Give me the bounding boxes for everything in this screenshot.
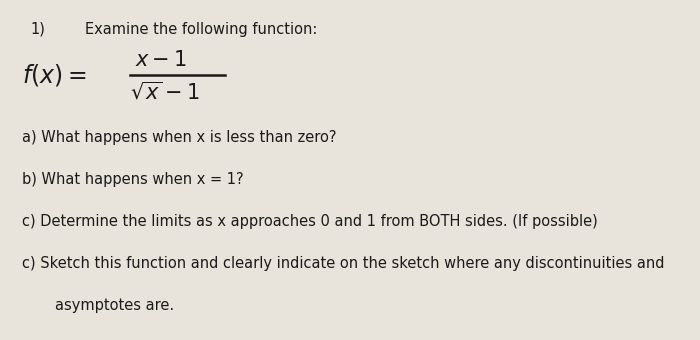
Text: 1): 1): [30, 22, 45, 37]
Text: $x-1$: $x-1$: [135, 50, 187, 70]
Text: c) Determine the limits as x approaches 0 and 1 from BOTH sides. (If possible): c) Determine the limits as x approaches …: [22, 214, 598, 229]
Text: a) What happens when x is less than zero?: a) What happens when x is less than zero…: [22, 130, 337, 145]
Text: $\sqrt{x}-1$: $\sqrt{x}-1$: [130, 81, 200, 103]
Text: Examine the following function:: Examine the following function:: [85, 22, 317, 37]
Text: $\it{f}(\it{x})=$: $\it{f}(\it{x})=$: [22, 62, 87, 88]
Text: asymptotes are.: asymptotes are.: [55, 298, 174, 313]
Text: c) Sketch this function and clearly indicate on the sketch where any discontinui: c) Sketch this function and clearly indi…: [22, 256, 664, 271]
Text: b) What happens when x = 1?: b) What happens when x = 1?: [22, 172, 244, 187]
